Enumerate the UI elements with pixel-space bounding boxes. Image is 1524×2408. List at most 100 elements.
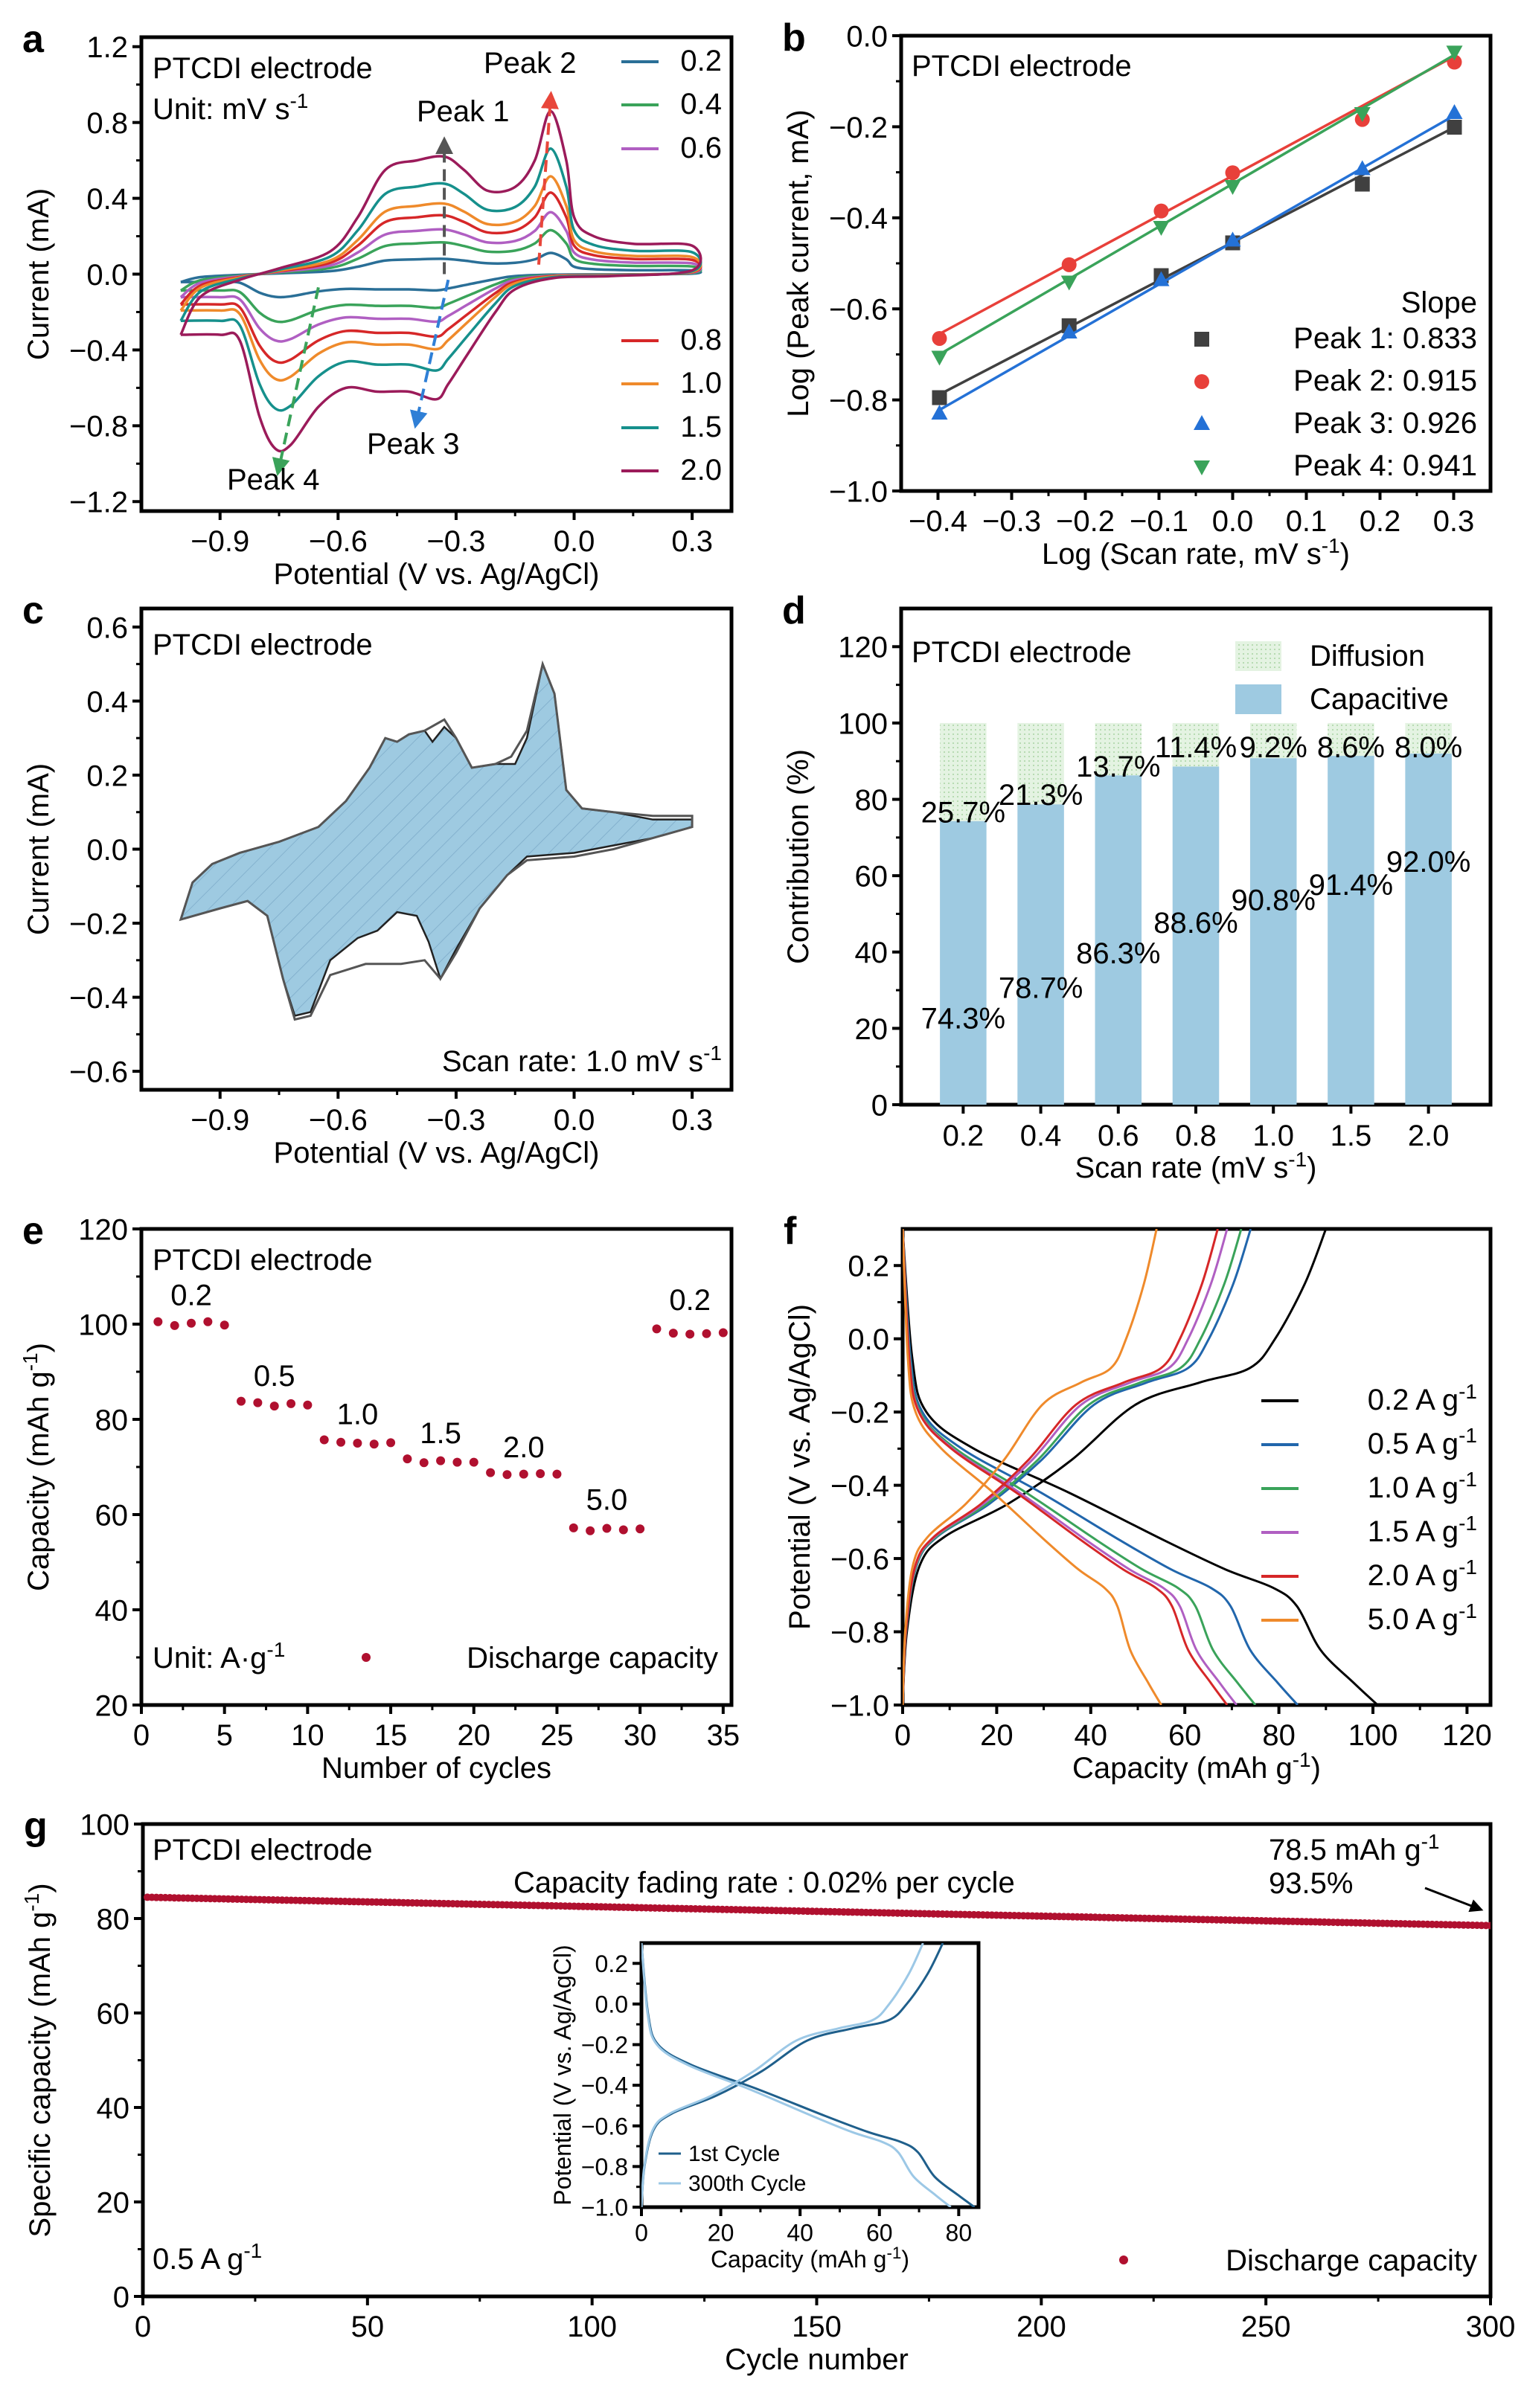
plot-area (179, 660, 694, 1021)
diffusion-value-label: 25.7% (921, 796, 1005, 829)
y-tick-label: −0.4 (69, 982, 128, 1015)
y-tick-label: 80 (95, 1404, 129, 1436)
rate-label: 0.2 (669, 1284, 711, 1317)
y-tick-label: −0.4 (581, 2073, 628, 2099)
cv-curve-1.0 (179, 175, 702, 382)
y-tick-label: 40 (855, 937, 889, 969)
x-tick-label: 50 (351, 2311, 385, 2343)
plot-frame (639, 1941, 981, 2209)
x-tick-label: −0.3 (982, 505, 1041, 538)
y-axis-title: Potential (V vs. Ag/AgCl) (784, 1304, 816, 1630)
legend-label: 1.0 A g-1 (1368, 1468, 1477, 1505)
y-tick-label: 60 (95, 1499, 129, 1532)
x-tick-label: 5 (217, 1719, 233, 1752)
legend-label: 1.5 (680, 411, 722, 443)
legend-marker (1194, 332, 1209, 347)
legend-label: 0.2 (680, 45, 722, 77)
data-point (718, 1328, 728, 1338)
y-tick-label: 0.0 (595, 1991, 628, 2017)
legend-label: 0.5 A g-1 (1368, 1424, 1477, 1461)
x-tick-label: 0.4 (1020, 1120, 1062, 1152)
cv-curve-0.4 (179, 228, 702, 324)
electrode-label: PTCDI electrode (153, 52, 373, 85)
panel-label: b (782, 16, 806, 60)
data-point (237, 1396, 246, 1406)
y-tick-label: 0.2 (848, 1250, 889, 1283)
data-point (552, 1469, 562, 1479)
y-tick-label: 80 (855, 784, 889, 817)
data-point (419, 1458, 429, 1468)
x-tick-label: 0.2 (1360, 505, 1401, 538)
x-tick-label: −0.6 (309, 525, 368, 558)
y-tick-label: 0.2 (595, 1951, 628, 1977)
legend-label: Peak 1: 0.833 (1293, 322, 1477, 355)
legend-marker (1194, 374, 1209, 389)
diffusion-value-label: 9.2% (1240, 731, 1307, 764)
diffusion-value-label: 8.0% (1395, 731, 1462, 764)
x-tick-label: 80 (946, 2220, 973, 2247)
data-point (353, 1439, 362, 1448)
data-point (452, 1457, 462, 1467)
legend-label: 1.5 A g-1 (1368, 1512, 1477, 1549)
data-point (286, 1399, 296, 1408)
legend-label: 0.2 A g-1 (1368, 1380, 1477, 1417)
legend-label: 2.0 A g-1 (1368, 1555, 1477, 1593)
data-point (932, 390, 947, 405)
legend-label: Peak 2: 0.915 (1293, 365, 1477, 397)
y-axis-title: Log (Peak current, mA) (782, 109, 815, 417)
data-point (1060, 324, 1078, 339)
inset-discharge-curve (641, 1943, 952, 2207)
fit-line (938, 54, 1456, 356)
capacitive-hatch (180, 664, 693, 1016)
y-tick-label: 0.0 (846, 20, 888, 53)
bar-diffusion (1405, 722, 1452, 754)
y-axis-title: Contribution (%) (782, 749, 815, 964)
x-tick-label: 1.0 (1252, 1120, 1294, 1152)
plot-frame (139, 1227, 734, 1707)
panel-c: −0.9 −0.6 −0.3 0.0 0.3 0.6 0.4 0.2 0.0 −0.2 −0.4 −0… (22, 589, 734, 1169)
data-point (668, 1329, 678, 1338)
plot-frame (141, 1822, 1493, 2299)
x-tick-label: 0.2 (943, 1120, 984, 1152)
y-tick-label: 120 (78, 1213, 128, 1246)
discharge-curve (903, 1229, 1379, 1705)
x-tick-label: 15 (374, 1719, 408, 1752)
rate-label: 5.0 (586, 1484, 628, 1517)
x-axis-title: Capacity (mAh g-1) (711, 2243, 909, 2273)
retention-label: 93.5% (1269, 1867, 1353, 1900)
y-tick-label: 100 (838, 707, 888, 740)
bar-capacitive (1172, 766, 1220, 1105)
total-cv-curve (179, 660, 694, 1021)
y-tick-label: 1.2 (86, 31, 128, 64)
x-axis-title: Number of cycles (321, 1752, 551, 1785)
bar-diffusion (1249, 722, 1297, 759)
bar-diffusion (1017, 722, 1064, 805)
x-tick-label: −0.1 (1130, 505, 1188, 538)
plot-area (153, 1317, 728, 1535)
panel-d: 0 20 40 60 80 100 120 Scan rate (mV s-1) Contrib… (782, 589, 1493, 1184)
y-tick-label: −0.4 (69, 335, 128, 367)
discharge-curve (903, 1229, 1238, 1705)
diffusion-value-label: 11.4% (1155, 731, 1237, 764)
electrode-label: PTCDI electrode (153, 1834, 373, 1866)
electrode-label: PTCDI electrode (153, 1244, 373, 1277)
x-tick-label: 250 (1241, 2311, 1291, 2343)
charge-curve (903, 1229, 1252, 1705)
y-tick-label: −0.2 (581, 2032, 628, 2058)
legend-label: Discharge capacity (1226, 2244, 1477, 2277)
data-point (203, 1317, 213, 1326)
data-point (303, 1400, 313, 1410)
plot-frame (139, 606, 734, 1092)
x-tick-label: −0.2 (1056, 505, 1115, 538)
data-point (1354, 107, 1371, 123)
charge-curve (903, 1229, 1219, 1705)
data-point (702, 1329, 711, 1338)
peak-arrow (409, 279, 450, 429)
bar-capacitive (1405, 753, 1452, 1105)
legend-label: 0.6 (680, 132, 722, 164)
data-point (1060, 275, 1078, 291)
y-tick-label: 0.0 (86, 259, 128, 292)
bar-diffusion (1172, 722, 1220, 767)
legend-swatch-capacitive (1235, 684, 1281, 714)
